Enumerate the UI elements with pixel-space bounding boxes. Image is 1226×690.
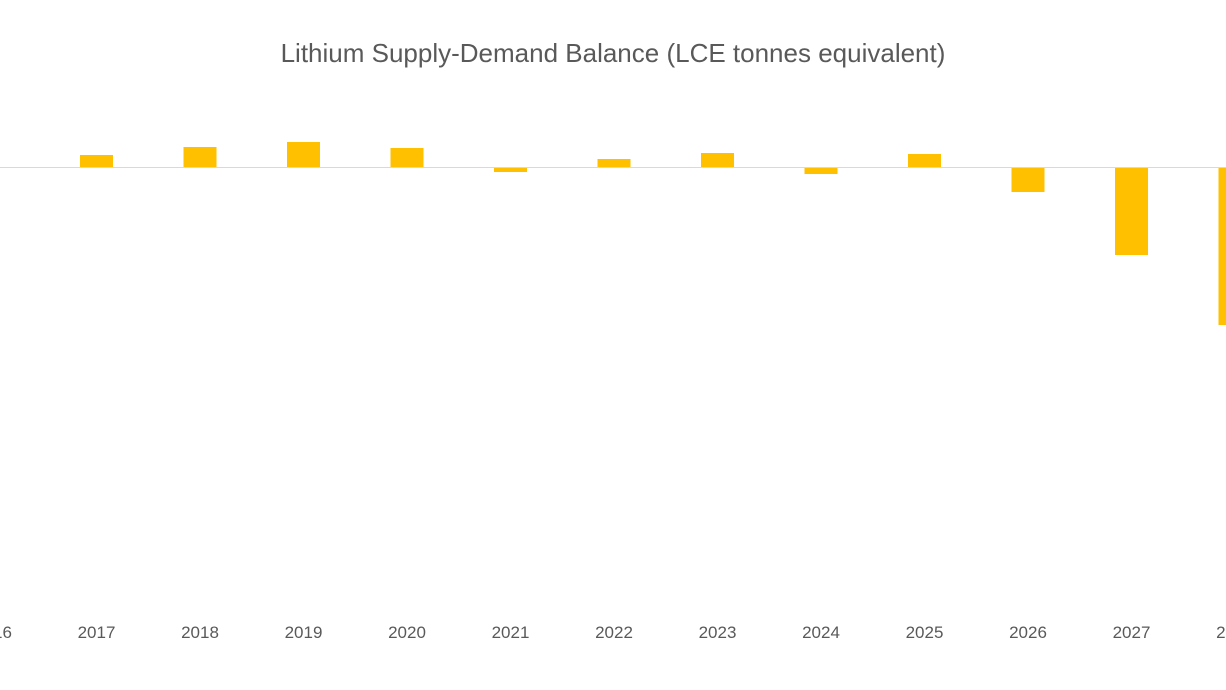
bar-2020 bbox=[390, 148, 424, 167]
x-tick-label-2025: 2025 bbox=[906, 623, 944, 642]
bar-2025 bbox=[908, 154, 941, 167]
bar-2027 bbox=[1115, 167, 1148, 255]
bar-2022 bbox=[597, 159, 631, 167]
bar-2023 bbox=[701, 153, 734, 167]
x-tick-labels: 2016 2017 2018 2019 2020 2021 2022 2023 2024 2025… bbox=[0, 623, 1226, 642]
bar-2018 bbox=[183, 147, 217, 167]
bar-2026 bbox=[1011, 167, 1045, 192]
x-tick-label-2023: 2023 bbox=[699, 623, 737, 642]
x-tick-label-2020: 2020 bbox=[388, 623, 426, 642]
bar-2019 bbox=[287, 142, 320, 167]
x-tick-label-2019: 2019 bbox=[285, 623, 323, 642]
bars-layer bbox=[80, 142, 1226, 325]
x-tick-label-2021: 2021 bbox=[492, 623, 530, 642]
x-tick-label-2028: 2028 bbox=[1216, 623, 1226, 642]
x-tick-label-2017: 2017 bbox=[78, 623, 116, 642]
x-tick-label-2026: 2026 bbox=[1009, 623, 1047, 642]
x-tick-label-2018: 2018 bbox=[181, 623, 219, 642]
x-tick-label-2024: 2024 bbox=[802, 623, 840, 642]
chart-title: Lithium Supply-Demand Balance (LCE tonne… bbox=[280, 38, 946, 68]
x-tick-label-2027: 2027 bbox=[1113, 623, 1151, 642]
bar-2021 bbox=[494, 167, 527, 172]
bar-2028 bbox=[1218, 167, 1226, 325]
bar-2024 bbox=[804, 167, 838, 174]
bar-2017 bbox=[80, 155, 113, 167]
x-tick-label-2016: 2016 bbox=[0, 623, 12, 642]
x-tick-label-2022: 2022 bbox=[595, 623, 633, 642]
